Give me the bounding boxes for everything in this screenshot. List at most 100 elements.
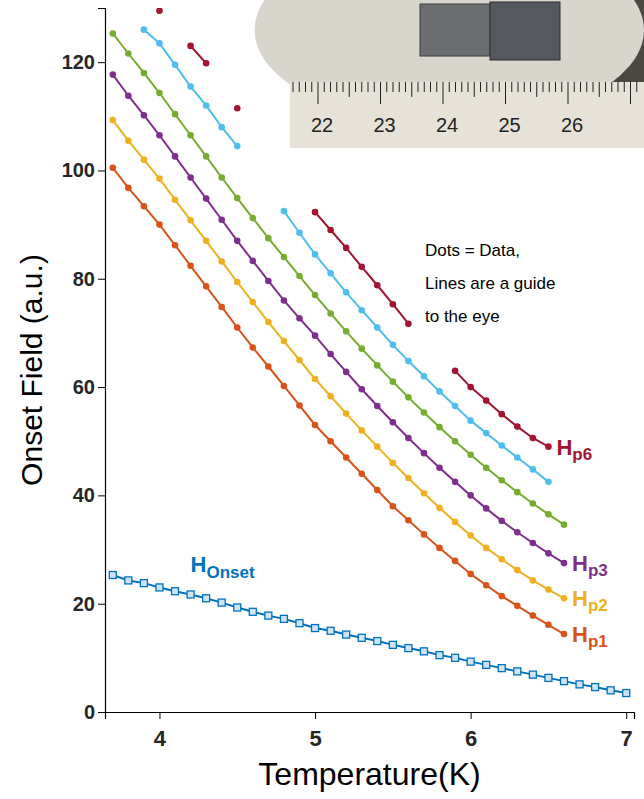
y-tick: 20: [73, 593, 105, 615]
photo-sample: [420, 4, 490, 56]
photo-ruler-tick: [611, 82, 612, 92]
data-point: [358, 345, 365, 352]
data-point: [390, 419, 397, 426]
data-point: [452, 654, 459, 661]
x-axis: 4567: [106, 712, 635, 751]
data-point: [374, 362, 381, 369]
data-point: [343, 454, 350, 461]
data-point: [467, 492, 474, 499]
series-labels: HOnsetHp1Hp2Hp3Hp6: [191, 435, 608, 651]
data-point: [343, 410, 350, 417]
data-point: [452, 519, 459, 526]
y-tick: 120: [62, 51, 105, 73]
photo-ruler-tick: [430, 82, 431, 92]
data-point: [530, 612, 537, 619]
data-point: [358, 427, 365, 434]
data-point: [390, 342, 397, 349]
y-tick-label: 120: [62, 51, 95, 73]
data-point: [561, 595, 568, 602]
data-point: [514, 423, 521, 430]
photo-ruler-tick: [480, 82, 481, 92]
photo-ruler-label: 25: [498, 114, 520, 136]
photo-ruler-tick: [636, 82, 637, 92]
photo-ruler-tick: [349, 82, 350, 97]
data-point: [125, 50, 132, 57]
photo-ruler-tick: [318, 82, 319, 104]
series-line: [144, 30, 549, 482]
data-point: [530, 577, 537, 584]
data-point: [250, 299, 257, 306]
data-point: [545, 479, 552, 486]
data-point: [374, 443, 381, 450]
data-point: [327, 393, 334, 400]
data-point: [530, 540, 537, 547]
data-point: [514, 454, 521, 461]
photo-ruler-label: 26: [561, 114, 583, 136]
series-label: HOnset: [191, 552, 255, 581]
x-tick-mark: [315, 712, 316, 719]
y-tick: 60: [73, 376, 105, 398]
data-point: [250, 215, 257, 222]
data-point: [265, 612, 272, 619]
photo-ruler-tick: [374, 82, 375, 92]
y-tick-label: 20: [73, 593, 95, 615]
data-point: [141, 203, 148, 210]
photo-ruler-tick: [599, 82, 600, 97]
data-point: [390, 378, 397, 385]
data-point: [172, 588, 179, 595]
data-point: [545, 511, 552, 518]
data-point: [452, 479, 459, 486]
data-point: [234, 143, 241, 150]
data-point: [483, 397, 490, 404]
data-point: [545, 586, 552, 593]
data-point: [390, 460, 397, 467]
data-point: [234, 238, 241, 245]
data-point: [343, 369, 350, 376]
data-point: [234, 324, 241, 331]
data-point: [312, 625, 319, 632]
photo-ruler-tick: [380, 82, 381, 104]
photo-ruler-tick: [499, 82, 500, 92]
data-point: [405, 475, 412, 482]
data-point: [374, 324, 381, 331]
data-point: [421, 409, 428, 416]
data-point: [125, 92, 132, 99]
data-point: [483, 464, 490, 471]
data-point: [296, 229, 303, 236]
y-tick-mark: [98, 279, 105, 280]
data-point: [514, 668, 521, 675]
data-point: [156, 132, 163, 139]
data-point: [405, 320, 412, 327]
data-point: [203, 153, 210, 160]
data-point: [218, 216, 225, 223]
data-point: [141, 70, 148, 77]
data-point: [141, 112, 148, 119]
data-point: [109, 164, 116, 171]
y-tick-mark: [98, 712, 105, 713]
photo-ruler-tick: [530, 82, 531, 92]
x-tick-label: 7: [621, 726, 633, 751]
data-point: [187, 83, 194, 90]
data-point: [312, 251, 319, 258]
data-point: [452, 438, 459, 445]
data-point: [421, 531, 428, 538]
data-point: [530, 500, 537, 507]
data-point: [172, 242, 179, 249]
data-point: [109, 71, 116, 78]
data-point: [514, 489, 521, 496]
photo-ruler-tick: [468, 82, 469, 92]
photo-ruler-tick: [493, 82, 494, 92]
y-tick-mark: [98, 387, 105, 388]
data-point: [483, 661, 490, 668]
y-tick-label: 80: [73, 268, 95, 290]
data-point: [281, 297, 288, 304]
photo-ruler-tick: [586, 82, 587, 92]
annotation-line: to the eye: [425, 307, 500, 326]
data-point: [389, 641, 396, 648]
photo-ruler-tick: [630, 82, 631, 104]
y-axis: 020406080100120: [62, 9, 106, 723]
photo-ruler-tick: [386, 82, 387, 92]
y-tick-label: 60: [73, 376, 95, 398]
data-point: [203, 60, 210, 67]
series-label: Hp2: [572, 586, 608, 615]
